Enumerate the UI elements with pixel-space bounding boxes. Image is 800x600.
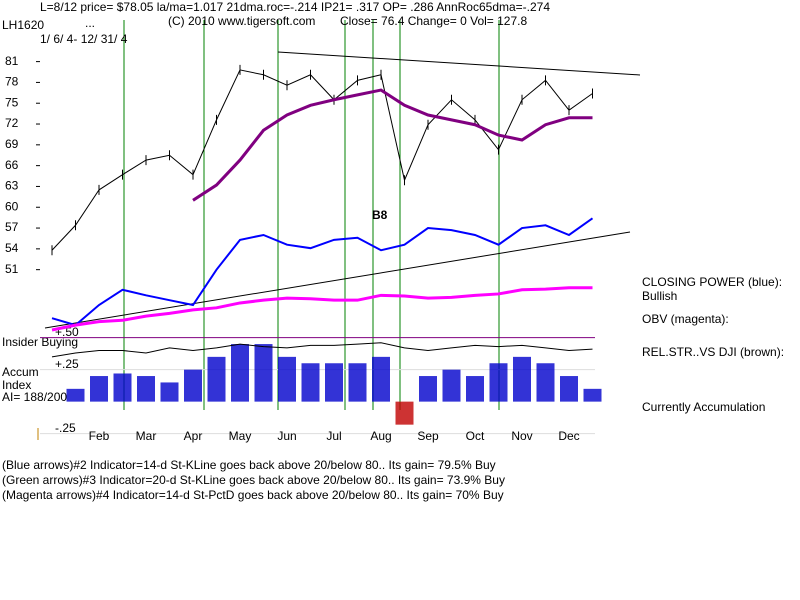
series-line xyxy=(51,286,593,332)
accum-bar xyxy=(301,363,320,402)
y-tick-label: 81 xyxy=(5,54,19,68)
annotation: B8 xyxy=(372,208,388,222)
y2-tick-label: +.25 xyxy=(55,357,79,371)
accum-bar xyxy=(466,376,484,402)
trend-lines xyxy=(44,51,641,329)
copyright: (C) 2010 www.tigersoft.com xyxy=(168,14,315,28)
y2-tick-label: -.25 xyxy=(55,421,76,435)
accum-bar xyxy=(513,356,531,402)
ellipsis: ... xyxy=(85,16,95,30)
series-line xyxy=(192,88,593,202)
legend-label: REL.STR..VS DJI (brown): xyxy=(642,345,784,359)
accum-bar xyxy=(184,369,202,402)
accum-bar xyxy=(372,356,390,402)
x-tick-label: Mar xyxy=(136,429,157,443)
x-tick-label: Nov xyxy=(511,429,532,443)
y-tick-label: 60 xyxy=(5,199,19,213)
legend-label: CLOSING POWER (blue): xyxy=(642,275,782,289)
y-tick-label: 78 xyxy=(5,75,19,89)
signal-lines xyxy=(123,20,500,410)
note: (Green arrows)#3 Indicator=20-d St-KLine… xyxy=(2,473,505,487)
ai-label: AI= 188/200 xyxy=(2,390,67,404)
header: L=8/12 price= $78.05 la/ma=1.017 21dma.r… xyxy=(40,0,550,14)
x-tick-label: Oct xyxy=(466,429,485,443)
accum-bar xyxy=(560,376,578,402)
accum-bar xyxy=(66,388,85,402)
x-tick-label: Feb xyxy=(89,429,110,443)
note: (Blue arrows)#2 Indicator=14-d St-KLine … xyxy=(2,458,496,472)
y-tick-label: 66 xyxy=(5,158,19,172)
insider-label: Insider Buying xyxy=(2,335,78,349)
accum-bar xyxy=(325,363,343,402)
accum-bar xyxy=(489,363,508,402)
accum-label: Accum xyxy=(2,365,39,379)
x-tick-label: Dec xyxy=(558,429,579,443)
accumulation-status: Currently Accumulation xyxy=(642,400,765,414)
accum-bar xyxy=(395,401,414,425)
x-tick-label: Aug xyxy=(370,429,391,443)
note: (Magenta arrows)#4 Indicator=14-d St-Pct… xyxy=(2,488,504,502)
y-tick-label: 75 xyxy=(5,95,19,109)
accum-bar xyxy=(278,356,296,402)
symbol: LH1620 xyxy=(2,18,44,32)
accum-bar xyxy=(231,344,249,402)
y-tick-label: 51 xyxy=(5,262,19,276)
x-tick-label: Sep xyxy=(417,429,439,443)
accum-bar xyxy=(442,369,461,402)
accum-bar xyxy=(90,376,108,402)
x-tick-label: Apr xyxy=(184,429,203,443)
accum-bar xyxy=(113,373,132,402)
x-tick-label: May xyxy=(229,429,252,443)
y-tick-label: 54 xyxy=(5,241,19,255)
series-line xyxy=(51,342,593,358)
accum-bar xyxy=(207,356,226,402)
y-tick-label: 63 xyxy=(5,179,19,193)
quote: Close= 76.4 Change= 0 Vol= 127.8 xyxy=(340,14,527,28)
x-tick-label: Jun xyxy=(277,429,296,443)
date-range: 1/ 6/ 4- 12/ 31/ 4 xyxy=(40,32,128,46)
x-tick-label: Jul xyxy=(326,429,341,443)
legend-label: OBV (magenta): xyxy=(642,312,729,326)
accum-bar xyxy=(536,363,555,402)
accum-bar xyxy=(137,376,155,402)
accum-bar xyxy=(254,344,273,402)
status: Bullish xyxy=(642,289,677,303)
accum-bar xyxy=(419,376,437,402)
y-tick-label: 69 xyxy=(5,137,19,151)
accum-bar xyxy=(160,382,179,402)
accum-bar xyxy=(583,388,602,402)
y-tick-label: 57 xyxy=(5,220,19,234)
series-line xyxy=(51,69,593,251)
y-tick-label: 72 xyxy=(5,116,19,130)
series-line xyxy=(51,217,594,327)
accum-bar xyxy=(348,363,367,402)
accum-label: Index xyxy=(2,378,31,392)
